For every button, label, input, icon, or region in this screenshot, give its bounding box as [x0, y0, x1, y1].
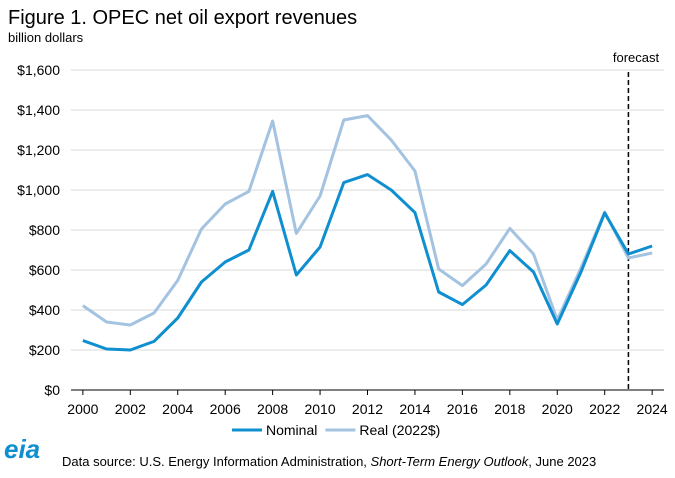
forecast-label: forecast	[613, 50, 660, 65]
y-tick-label: $1,400	[17, 102, 60, 118]
x-tick-label: 2000	[67, 401, 98, 417]
x-tick-label: 2006	[210, 401, 241, 417]
x-tick-label: 2024	[637, 401, 668, 417]
x-tick-label: 2010	[304, 401, 335, 417]
y-tick-label: $1,600	[17, 62, 60, 78]
x-tick-label: 2022	[589, 401, 620, 417]
x-tick-label: 2002	[115, 401, 146, 417]
x-tick-label: 2008	[257, 401, 288, 417]
y-tick-label: $600	[29, 262, 60, 278]
x-tick-label: 2018	[494, 401, 525, 417]
x-tick-label: 2012	[352, 401, 383, 417]
x-tick-label: 2014	[399, 401, 430, 417]
data-line	[82, 114, 653, 327]
data-line	[82, 173, 653, 352]
y-tick-label: $1,200	[17, 142, 60, 158]
source-text: Short-Term Energy Outlook	[371, 454, 530, 469]
y-tick-label: $800	[29, 222, 60, 238]
chart-title: Figure 1. OPEC net oil export revenues	[8, 7, 357, 29]
y-tick-label: $200	[29, 342, 60, 358]
chart-subtitle: billion dollars	[8, 30, 84, 45]
legend-label: Nominal	[266, 422, 317, 438]
source-text: Data source: U.S. Energy Information Adm…	[62, 454, 371, 469]
source-text: , June 2023	[528, 454, 596, 469]
x-tick-label: 2004	[162, 401, 193, 417]
legend-label: Real (2022$)	[359, 422, 440, 438]
x-tick-label: 2016	[447, 401, 478, 417]
logo: eia	[4, 434, 40, 464]
source-note: Data source: U.S. Energy Information Adm…	[62, 454, 596, 469]
y-tick-label: $1,000	[17, 182, 60, 198]
y-tick-label: $400	[29, 302, 60, 318]
y-tick-label: $0	[44, 382, 60, 398]
x-tick-label: 2020	[542, 401, 573, 417]
